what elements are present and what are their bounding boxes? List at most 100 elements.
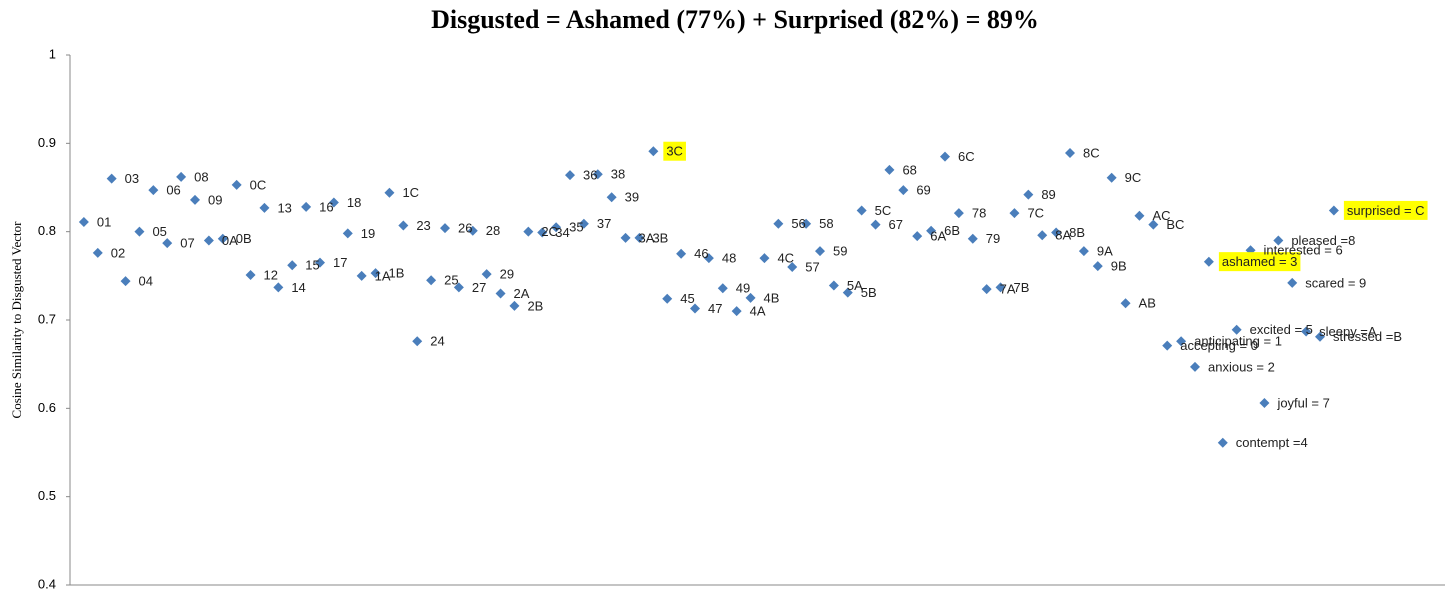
point bbox=[328, 197, 339, 208]
point bbox=[1134, 210, 1145, 221]
point bbox=[703, 253, 714, 264]
point-label: 8C bbox=[1083, 145, 1100, 160]
point-label: 2B bbox=[527, 298, 543, 313]
point-label: 05 bbox=[152, 224, 166, 239]
point bbox=[467, 225, 478, 236]
point bbox=[426, 275, 437, 286]
point bbox=[1176, 336, 1187, 347]
point bbox=[967, 233, 978, 244]
point bbox=[745, 292, 756, 303]
point-label: 0B bbox=[236, 231, 252, 246]
point bbox=[634, 232, 645, 243]
point bbox=[92, 247, 103, 258]
point bbox=[523, 226, 534, 237]
point-label: 57 bbox=[805, 259, 819, 274]
point bbox=[1023, 189, 1034, 200]
point bbox=[301, 201, 312, 212]
point bbox=[370, 268, 381, 279]
point bbox=[148, 185, 159, 196]
point-label: 47 bbox=[708, 301, 722, 316]
point-label: sleepy =A bbox=[1319, 324, 1377, 339]
chart-title: Disgusted = Ashamed (77%) + Surprised (8… bbox=[431, 5, 1039, 34]
point-label: 01 bbox=[97, 214, 111, 229]
point bbox=[551, 222, 562, 233]
point-label: 9B bbox=[1111, 259, 1127, 274]
point bbox=[842, 287, 853, 298]
point-label: 8A bbox=[1055, 228, 1071, 243]
point bbox=[342, 228, 353, 239]
point-label: 2C bbox=[541, 224, 558, 239]
point bbox=[898, 185, 909, 196]
point-label: contempt =4 bbox=[1236, 435, 1308, 450]
point bbox=[981, 284, 992, 295]
point bbox=[120, 276, 131, 287]
point bbox=[217, 233, 228, 244]
point bbox=[717, 283, 728, 294]
point bbox=[78, 216, 89, 227]
point bbox=[662, 293, 673, 304]
point-label: 1A bbox=[375, 268, 391, 283]
point-label: 34 bbox=[555, 225, 569, 240]
point-label: 7A bbox=[1000, 282, 1016, 297]
point-label: 24 bbox=[430, 334, 444, 349]
point bbox=[356, 270, 367, 281]
point-label: 89 bbox=[1041, 187, 1055, 202]
point-label: 3A bbox=[639, 230, 655, 245]
point bbox=[453, 282, 464, 293]
point-label: interested = 6 bbox=[1264, 243, 1343, 258]
point-label: 26 bbox=[458, 221, 472, 236]
point-label: BC bbox=[1166, 217, 1184, 232]
y-axis-label: Cosine Similarity to Disgusted Vector bbox=[9, 221, 24, 419]
point bbox=[815, 246, 825, 257]
point bbox=[565, 170, 575, 181]
point bbox=[273, 282, 284, 293]
point-label: 5A bbox=[847, 278, 863, 293]
point-label: 6C bbox=[958, 149, 975, 164]
point-label: 23 bbox=[416, 218, 430, 233]
point bbox=[1231, 324, 1242, 335]
point-label: surprised = C bbox=[1347, 203, 1425, 218]
point bbox=[495, 288, 506, 299]
point bbox=[1148, 219, 1159, 230]
point-label: 5C bbox=[875, 203, 892, 218]
point-label: 19 bbox=[361, 226, 375, 241]
point-label: scared = 9 bbox=[1305, 275, 1366, 290]
point bbox=[384, 187, 395, 198]
point-label: 18 bbox=[347, 195, 361, 210]
point bbox=[1259, 398, 1270, 409]
point-label: 03 bbox=[125, 171, 139, 186]
point-label: 09 bbox=[208, 192, 222, 207]
point bbox=[731, 306, 742, 317]
point bbox=[787, 262, 798, 272]
point-label: 4C bbox=[777, 251, 794, 266]
label-highlight bbox=[663, 141, 686, 161]
point-label: 46 bbox=[694, 246, 708, 261]
point bbox=[648, 146, 659, 157]
point bbox=[203, 235, 214, 246]
point-label: 4A bbox=[750, 304, 766, 319]
point bbox=[620, 232, 631, 243]
point bbox=[1273, 235, 1284, 246]
point bbox=[315, 257, 325, 268]
point bbox=[245, 269, 256, 280]
point-label: 59 bbox=[833, 244, 847, 259]
point bbox=[398, 220, 409, 231]
label-highlight bbox=[1343, 200, 1428, 220]
point-label: 67 bbox=[889, 217, 903, 232]
point-label: 07 bbox=[180, 236, 194, 251]
point-label: 1C bbox=[402, 185, 419, 200]
point bbox=[606, 192, 617, 203]
y-tick-label: 0.7 bbox=[38, 311, 56, 326]
point-label: anticipating = 1 bbox=[1194, 334, 1282, 349]
point-label: 9A bbox=[1097, 244, 1113, 259]
point-label: 79 bbox=[986, 231, 1000, 246]
point-label: 68 bbox=[902, 162, 916, 177]
point-label: 3C bbox=[666, 144, 683, 159]
point-label: 4B bbox=[764, 290, 780, 305]
point bbox=[509, 300, 520, 311]
y-tick-label: 0.5 bbox=[38, 488, 56, 503]
point-label: 9C bbox=[1125, 170, 1142, 185]
point-label: 13 bbox=[277, 200, 291, 215]
point-label: 1B bbox=[389, 266, 405, 281]
point bbox=[870, 219, 881, 230]
